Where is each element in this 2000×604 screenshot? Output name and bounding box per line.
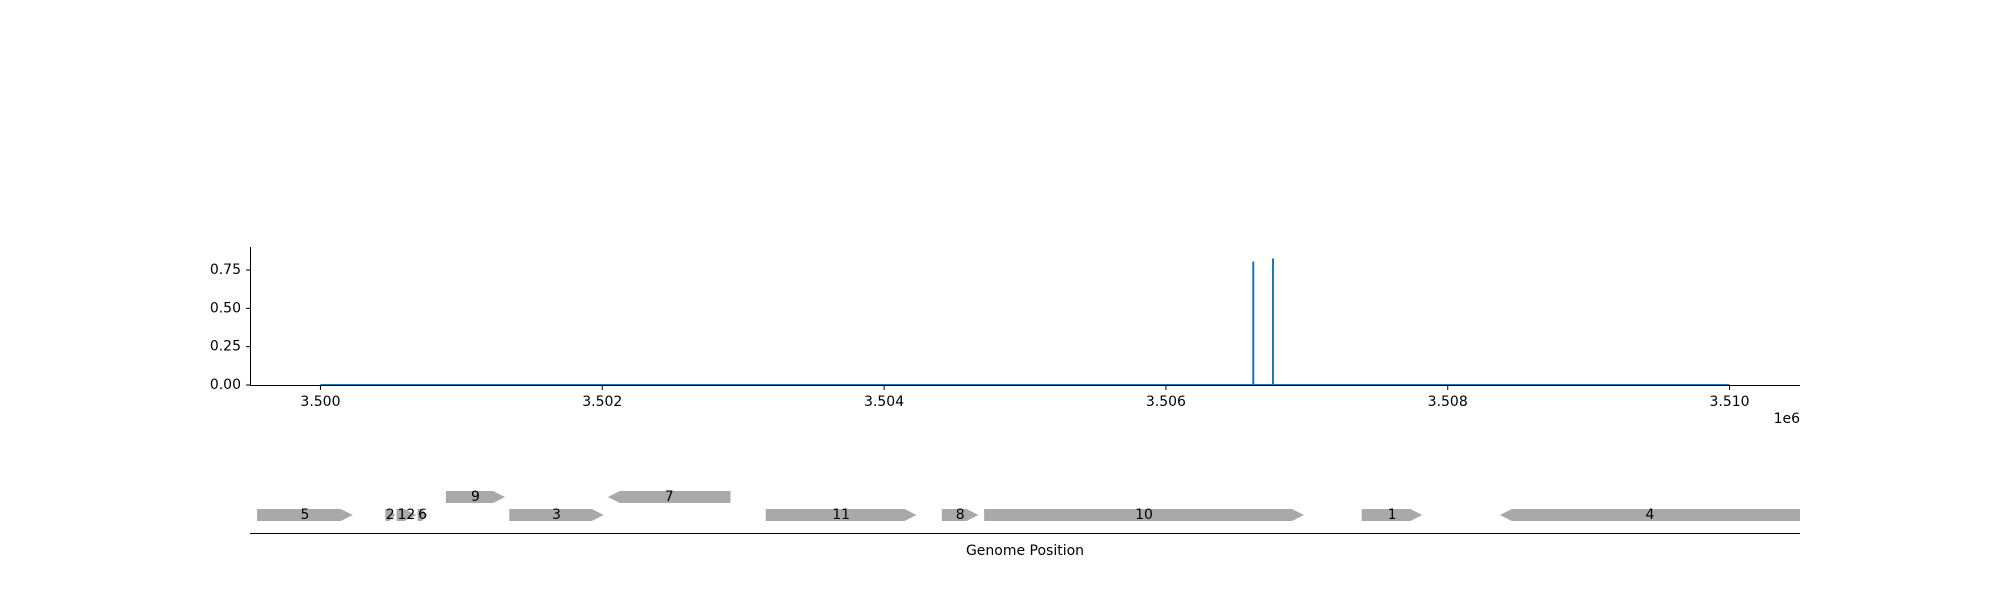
x-tick-label: 3.510 [1709, 394, 1749, 410]
y-tick-label: 0.00 [210, 377, 241, 393]
gene-feature-arrow [396, 509, 417, 521]
y-tick-label: 0.25 [210, 339, 241, 355]
gene-feature-arrow [984, 509, 1304, 521]
gene-feature-arrow [765, 509, 917, 521]
x-tick-label: 3.502 [582, 394, 622, 410]
gene-feature-label: 6 [418, 507, 427, 523]
gene-feature-arrow [385, 509, 396, 521]
gene-feature-label: 5 [300, 507, 309, 523]
gene-feature-arrow [445, 491, 506, 503]
x-tick-label: 3.504 [864, 394, 904, 410]
gene-feature-label: 1 [1388, 507, 1397, 523]
gene-feature-arrow [1361, 509, 1423, 521]
gene-feature-arrow [1499, 509, 1800, 521]
gene-feature-arrow [509, 509, 604, 521]
gene-feature-arrow [941, 509, 979, 521]
gene-feature-label: 9 [471, 489, 480, 505]
x-tick-label: 3.506 [1146, 394, 1186, 410]
gene-features: 5 2 12 6 9 3 7 11 8 10 1 4 [257, 489, 1800, 523]
signal-plot-series [320, 258, 1730, 386]
x-axis-offset-label: 1e6 [1774, 411, 1801, 427]
gene-feature-label: 8 [956, 507, 965, 523]
gene-map-panel: 5 2 12 6 9 3 7 11 8 10 1 4 Genome Position [250, 489, 1800, 559]
y-tick-label: 0.50 [210, 300, 241, 316]
gene-feature-arrow [257, 509, 353, 521]
gene-feature-label: 4 [1645, 507, 1654, 523]
gene-feature-arrow [417, 509, 428, 521]
gene-feature-arrow [607, 491, 731, 503]
y-tick-label: 0.75 [210, 262, 241, 278]
x-tick-label: 3.508 [1428, 394, 1468, 410]
gene-feature-label: 7 [665, 489, 674, 505]
gene-feature-label: 11 [832, 507, 850, 523]
gene-feature-label: 3 [552, 507, 561, 523]
gene-feature-label: 2 [386, 507, 395, 523]
x-tick-label: 3.500 [300, 394, 340, 410]
gene-feature-label: 12 [397, 507, 415, 523]
gene-map-x-axis-label: Genome Position [966, 543, 1084, 559]
signal-series-line [320, 258, 1730, 386]
signal-plot-ticks: 3.500 3.502 3.504 3.506 3.508 3.510 0.00 0.25 0.… [210, 262, 1750, 410]
gene-feature-label: 10 [1135, 507, 1153, 523]
signal-plot-panel: 3.500 3.502 3.504 3.506 3.508 3.510 0.00 0.25 0.… [210, 247, 1800, 427]
